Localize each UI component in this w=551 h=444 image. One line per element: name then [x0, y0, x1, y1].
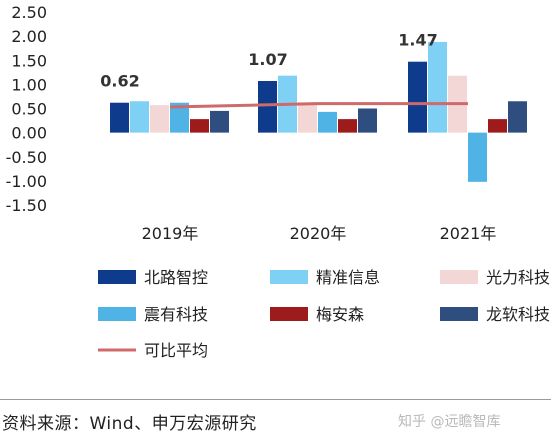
legend-label: 光力科技 [486, 268, 550, 287]
bar-1-1 [110, 102, 129, 133]
x-category-label: 2020年 [290, 224, 347, 243]
bar-4-3 [468, 132, 487, 182]
data-label: 1.07 [248, 50, 287, 69]
y-tick-label: 0.00 [11, 124, 47, 143]
bar-1-2 [258, 80, 277, 133]
y-tick-label: 0.50 [11, 100, 47, 119]
bar-5-3 [488, 119, 507, 133]
source-note: 资料来源：Wind、申万宏源研究 [2, 414, 257, 434]
bar-6-1 [210, 110, 229, 133]
bar-6-2 [358, 108, 377, 133]
bar-4-1 [170, 102, 189, 133]
bar-3-2 [298, 102, 317, 133]
source-divider [0, 399, 551, 400]
legend-swatch [440, 307, 478, 321]
legend-label: 梅安森 [316, 305, 364, 324]
bar-3-1 [150, 105, 169, 133]
x-category-label: 2019年 [142, 224, 199, 243]
legend-swatch [98, 270, 136, 284]
bar-1-3 [408, 61, 427, 133]
average-line [169, 102, 468, 109]
y-tick-label: -0.50 [6, 148, 47, 167]
watermark: 知乎 @远瞻智库 [398, 414, 501, 430]
legend-swatch [98, 307, 136, 321]
legend-swatch [440, 270, 478, 284]
y-tick-label: 2.00 [11, 27, 47, 46]
data-label: 1.47 [398, 31, 437, 50]
legend-label: 可比平均 [144, 341, 208, 360]
bar-6-3 [508, 101, 527, 133]
y-tick-label: -1.50 [6, 196, 47, 215]
legend-swatch [270, 307, 308, 321]
y-tick-label: 1.00 [11, 75, 47, 94]
y-tick-label: -1.00 [6, 172, 47, 191]
bar-5-2 [338, 119, 357, 133]
legend-label: 震有科技 [144, 305, 208, 324]
legend-label: 北路智控 [144, 268, 208, 287]
legend-label: 精准信息 [316, 268, 380, 287]
x-category-label: 2021年 [440, 224, 497, 243]
bar-2-3 [428, 41, 447, 133]
legend-swatch [270, 270, 308, 284]
bar-4-2 [318, 111, 337, 133]
y-tick-label: 2.50 [11, 3, 47, 22]
bar-2-1 [130, 101, 149, 133]
y-tick-label: 1.50 [11, 51, 47, 70]
data-label: 0.62 [100, 72, 139, 91]
bar-5-1 [190, 119, 209, 133]
chart-svg: 2.50 2.00 1.50 1.00 0.50 0.00 -0.50 -1.00 -1.50 0… [6, 3, 550, 360]
legend-label: 龙软科技 [486, 305, 550, 324]
